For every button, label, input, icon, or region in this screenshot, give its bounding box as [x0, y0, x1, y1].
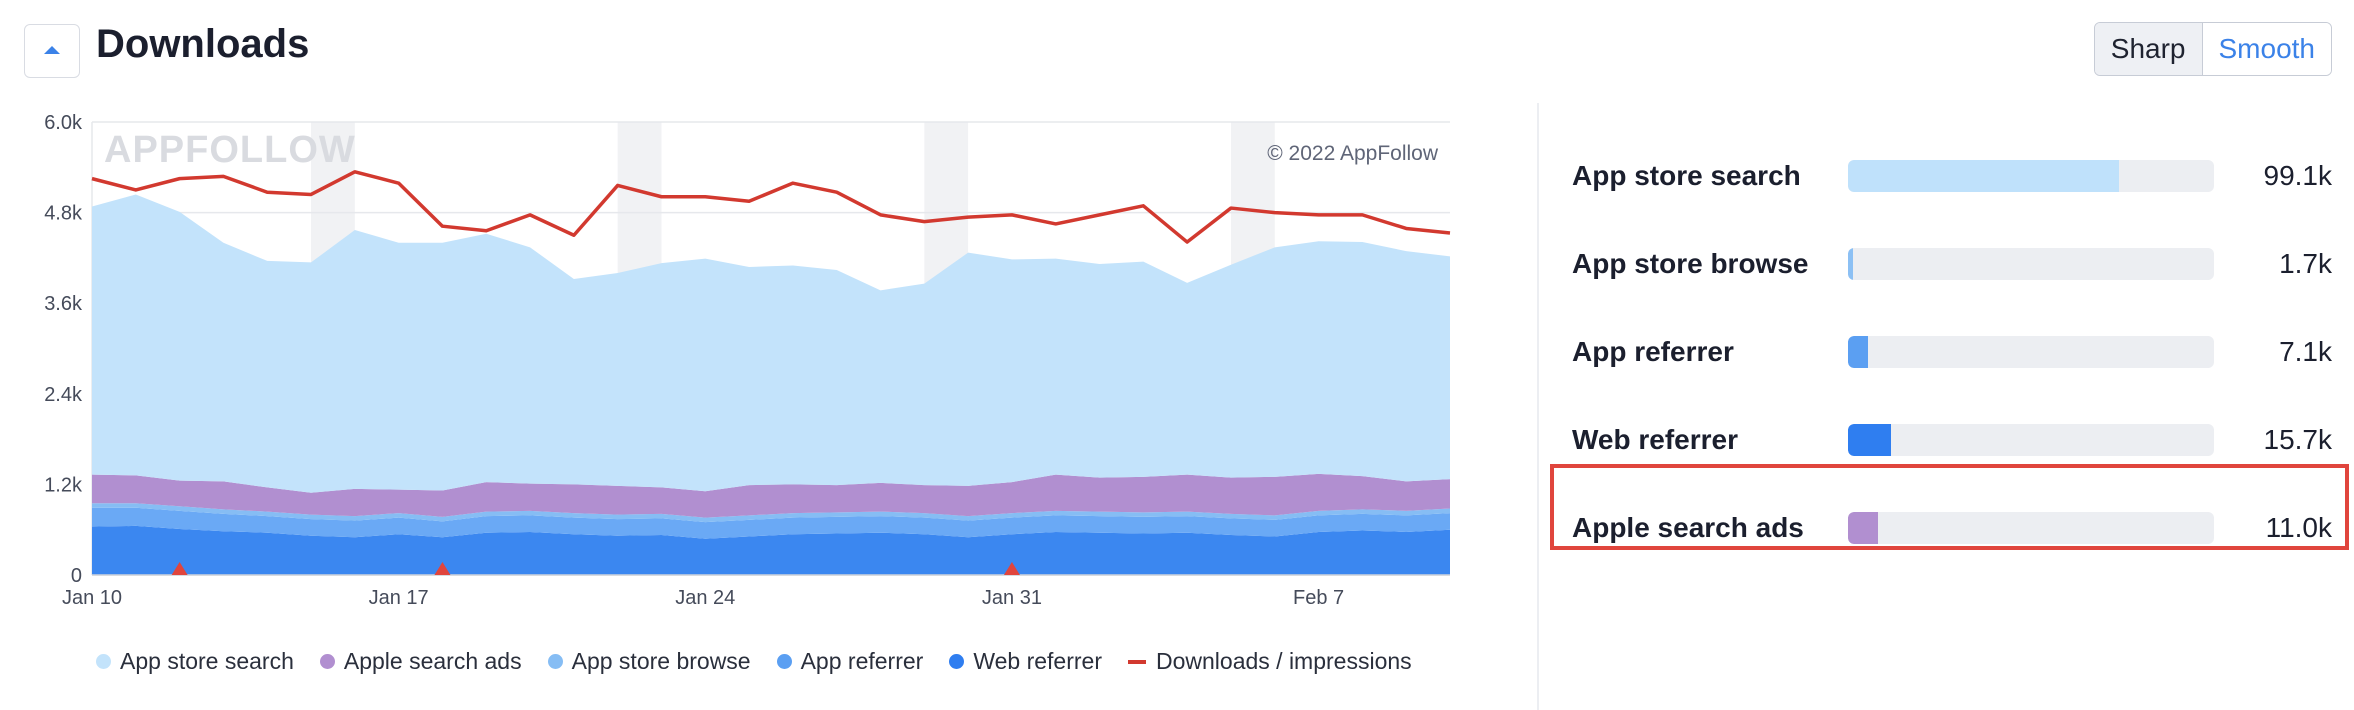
breakdown-row: Web referrer 15.7k [1572, 396, 2332, 484]
breakdown-bar-fill [1848, 248, 1853, 280]
legend-line-icon [1127, 659, 1146, 664]
breakdown-bar-track [1848, 336, 2214, 368]
area-apple-search-ads [92, 473, 1450, 518]
y-left-tick-label: 2.4k [44, 384, 83, 406]
breakdown-value: 1.7k [2279, 248, 2332, 279]
y-left-tick-label: 4.8k [44, 203, 83, 225]
area-web-referrer [92, 525, 1450, 575]
breakdown-bar-track [1848, 424, 2214, 456]
downloads-chart: APPFOLLOW © 2022 AppFollow 0 1.2k 2.4k 3.6k 4.… [44, 112, 1451, 609]
y-left-tick-label: 0 [71, 565, 82, 587]
smooth-option[interactable]: Smooth [2202, 23, 2331, 75]
x-tick-label: Jan 10 [62, 587, 122, 609]
breakdown-label: Apple search ads [1572, 512, 1804, 543]
legend-label: App referrer [800, 648, 924, 674]
legend-item[interactable]: App referrer [776, 648, 924, 675]
collapse-button[interactable] [24, 24, 80, 78]
legend-item[interactable]: App store browse [547, 648, 751, 675]
highlight-box [1550, 464, 2349, 550]
watermark: APPFOLLOW [104, 129, 356, 171]
breakdown-bar-fill [1848, 160, 2119, 192]
breakdown-bar-fill [1848, 512, 1879, 544]
breakdown-bar-track [1848, 248, 2214, 280]
line-downloads-impressions [91, 170, 1451, 244]
breakdown-value: 99.1k [2263, 160, 2333, 191]
panel-divider [1537, 103, 1539, 710]
area-app-referrer [92, 507, 1450, 539]
x-tick-label: Jan 31 [982, 587, 1042, 609]
breakdown-bar-track [1848, 160, 2214, 192]
caret-up-icon [44, 46, 60, 54]
breakdown-value: 7.1k [2279, 336, 2332, 367]
legend-item[interactable]: App store search [96, 648, 294, 675]
y-left-tick-label: 1.2k [44, 474, 83, 496]
legend-item[interactable]: Downloads / impressions [1127, 648, 1412, 675]
page-title: Downloads [96, 22, 310, 66]
legend-dot-icon [319, 654, 335, 669]
legend-dot-icon [547, 654, 563, 669]
breakdown-bar-track [1848, 512, 2214, 544]
event-marker-icon [171, 562, 188, 575]
breakdown-row: App referrer 7.1k [1572, 308, 2332, 396]
legend-dot-icon [776, 654, 792, 669]
x-tick-label: Jan 17 [369, 587, 429, 609]
x-tick-label: Jan 24 [675, 587, 735, 609]
curve-style-toggle[interactable]: Sharp Smooth [2093, 22, 2332, 76]
breakdown-row: App store search 99.1k [1572, 132, 2332, 220]
area-app-store-search [92, 194, 1450, 493]
legend-item[interactable]: Web referrer [949, 648, 1102, 675]
breakdown-bar-fill [1848, 424, 1892, 456]
breakdown-label: Web referrer [1572, 424, 1739, 455]
breakdown-value: 15.7k [2263, 424, 2333, 455]
event-marker-icon [1003, 562, 1020, 575]
legend-label: Web referrer [973, 648, 1102, 674]
legend-dot-icon [949, 654, 965, 669]
breakdown-row: App store browse 1.7k [1572, 220, 2332, 308]
legend-label: Apple search ads [343, 648, 522, 674]
legend-dot-icon [96, 654, 111, 669]
area-app-store-browse [92, 503, 1450, 523]
legend-label: App store browse [571, 648, 751, 674]
x-tick-label: Feb 7 [1293, 587, 1344, 609]
breakdown-bar-fill [1848, 336, 1869, 368]
source-breakdown: App store search 99.1k App store browse 1.7… [1572, 132, 2332, 572]
legend-item[interactable]: Apple search ads [319, 648, 522, 675]
breakdown-label: App store search [1572, 160, 1801, 191]
sharp-option[interactable]: Sharp [2094, 23, 2203, 75]
copyright-text: © 2022 AppFollow [1267, 142, 1439, 165]
breakdown-value: 11.0k [2265, 512, 2332, 543]
legend-label: Downloads / impressions [1155, 648, 1412, 674]
breakdown-label: App store browse [1572, 248, 1809, 279]
breakdown-label: App referrer [1572, 336, 1734, 367]
breakdown-row: Apple search ads 11.0k [1572, 484, 2332, 572]
chart-legend: App store search Apple search ads App stor… [96, 648, 1438, 675]
event-marker-icon [434, 562, 451, 575]
y-left-tick-label: 3.6k [44, 293, 83, 315]
y-left-tick-label: 6.0k [44, 112, 83, 134]
legend-label: App store search [120, 648, 294, 674]
